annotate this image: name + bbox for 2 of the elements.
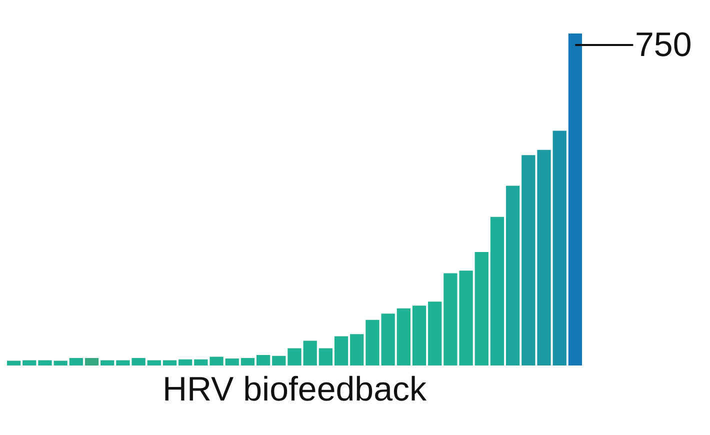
data-label: 750 bbox=[635, 26, 692, 64]
x-axis-title: HRV biofeedback bbox=[162, 370, 428, 408]
